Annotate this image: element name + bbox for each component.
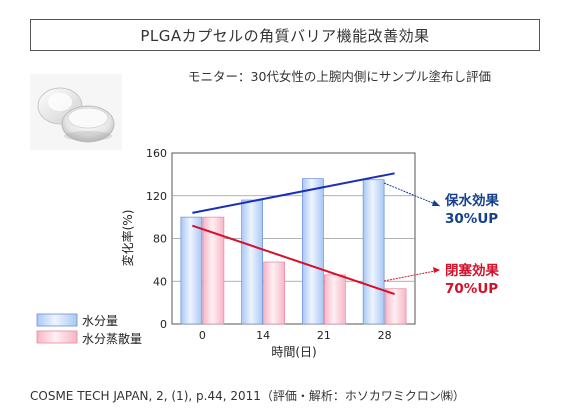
bar-evaporation [202, 216, 225, 325]
y-tick-label: 120 [146, 190, 167, 203]
bar-evaporation [263, 261, 285, 325]
x-tick-label: 0 [199, 329, 206, 342]
annotation-evaporation-line2: 70%UP [445, 281, 498, 297]
y-tick-labels: 0 40 80 120 160 [146, 147, 167, 331]
annotation-evaporation-arrowhead [433, 267, 440, 273]
bar-evaporation [384, 288, 407, 325]
bar-moisture [180, 216, 203, 325]
trend-line-moisture [192, 172, 395, 214]
annotation-moisture: 保水効果 30%UP [383, 182, 499, 227]
legend-swatch-evaporation [36, 330, 78, 344]
y-tick-label: 40 [153, 275, 167, 288]
trend-line-evaporation [192, 224, 395, 296]
legend-label-evaporation: 水分蒸散量 [82, 331, 142, 346]
chart-title: PLGAカプセルの角質バリア機能改善効果 [140, 26, 430, 45]
y-axis-label: 変化率(%) [120, 210, 135, 267]
annotation-moisture-arrow [383, 182, 441, 207]
annotation-moisture-arrowhead [432, 200, 440, 206]
annotation-evaporation-arrow [383, 269, 441, 282]
y-tick-label: 160 [146, 147, 167, 160]
legend: 水分量 水分蒸散量 [36, 313, 142, 346]
legend-label-moisture: 水分量 [82, 314, 118, 328]
x-tick-labels: 0 14 21 28 [199, 329, 392, 342]
citation: COSME TECH JAPAN, 2, (1), p.44, 2011（評価・… [30, 389, 465, 403]
annotation-moisture-line2: 30%UP [445, 211, 498, 227]
product-image [30, 74, 122, 150]
bar-moisture [241, 199, 263, 325]
y-tick-label: 0 [160, 318, 167, 331]
chart-title-box: PLGAカプセルの角質バリア機能改善効果 [30, 19, 540, 51]
annotation-evaporation: 閉塞効果 70%UP [383, 262, 499, 297]
x-axis-label: 時間(日) [271, 345, 316, 359]
annotation-evaporation-line1: 閉塞効果 [445, 262, 499, 279]
annotation-moisture-line1: 保水効果 [444, 192, 499, 209]
y-tick-label: 80 [153, 233, 167, 246]
trend-lines [192, 172, 395, 296]
chart-subtitle: モニター：30代女性の上腕内側にサンプル塗布し評価 [188, 69, 492, 84]
bar-evaporation [324, 274, 346, 325]
bar-moisture [302, 178, 324, 325]
x-tick-label: 21 [317, 329, 331, 342]
legend-swatch-moisture [36, 313, 78, 327]
bar-moisture [362, 179, 385, 325]
x-tick-label: 14 [256, 329, 270, 342]
x-tick-label: 28 [378, 329, 392, 342]
